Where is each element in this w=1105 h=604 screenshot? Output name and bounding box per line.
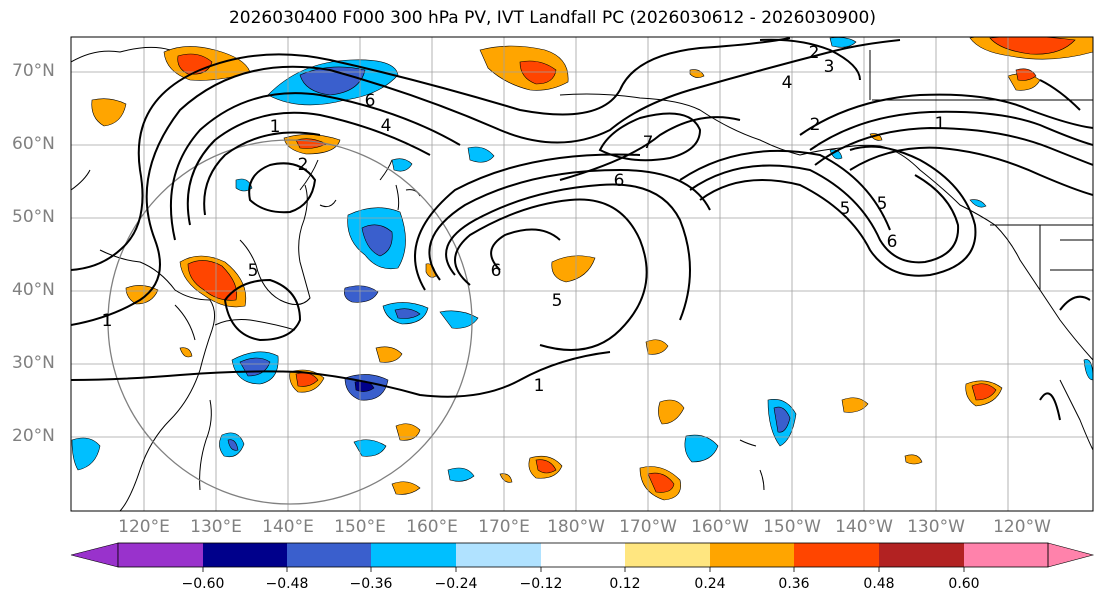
lon-label: 170°E: [478, 517, 530, 537]
contour-label: 2: [298, 155, 309, 175]
lon-label: 120°E: [118, 517, 170, 537]
contour-label: 1: [935, 114, 946, 134]
colorbar-box-3: [287, 543, 371, 567]
colorbar-box-11: [964, 543, 1048, 567]
colorbar-tick-label: 0.60: [948, 576, 980, 592]
ivt-contours: [71, 37, 1093, 421]
contour-label: 5: [552, 291, 563, 311]
range-circle: [107, 139, 473, 505]
contour-label: 7: [643, 133, 654, 153]
lon-label: 140°E: [262, 517, 314, 537]
contour-labels: 1 2 4 6 5 1 6 5 1 7 6 2 3 4 5 5 6 1 2: [102, 43, 946, 396]
colorbar-tick-label: −0.12: [519, 576, 563, 592]
contour-label: 1: [534, 376, 545, 396]
lat-label: 70°N: [12, 61, 55, 81]
lat-label: 30°N: [12, 353, 55, 373]
contour-label: 4: [381, 116, 392, 136]
lat-label: 40°N: [12, 280, 55, 300]
map-title: 2026030400 F000 300 hPa PV, IVT Landfall…: [228, 8, 876, 28]
contour-label: 5: [840, 199, 851, 219]
colorbar-box-1: [118, 543, 203, 567]
colorbar-box-9: [794, 543, 879, 567]
colorbar-tick-label: 0.24: [694, 576, 726, 592]
lat-label: 20°N: [12, 426, 55, 446]
colorbar-tick-label: −0.60: [181, 576, 225, 592]
lon-label: 160°W: [691, 517, 749, 537]
contour-label: 3: [824, 57, 835, 77]
lon-label: 150°E: [334, 517, 386, 537]
colorbar-tick-label: 0.36: [778, 576, 810, 592]
colorbar-extend-low: [70, 542, 119, 568]
lon-label: 130°W: [907, 517, 965, 537]
map-frame: [70, 36, 1094, 512]
colorbar-box-8: [710, 543, 794, 567]
colorbar-tick-label: 0.48: [863, 576, 895, 592]
contour-label: 2: [809, 43, 820, 63]
lat-label: 50°N: [12, 207, 55, 227]
contour-label: 4: [782, 73, 793, 93]
contour-label: 1: [270, 117, 281, 137]
contour-label: 6: [491, 261, 502, 281]
colorbar-tick-label: 0.12: [609, 576, 641, 592]
colorbar-box-4: [371, 543, 456, 567]
contour-label: 6: [614, 171, 625, 191]
colorbar-tick-label: −0.24: [434, 576, 478, 592]
lon-label: 120°W: [993, 517, 1051, 537]
lon-label: 150°W: [763, 517, 821, 537]
lon-label: 160°E: [406, 517, 458, 537]
colorbar-box-7: [625, 543, 710, 567]
lon-label: 180°W: [547, 517, 605, 537]
contour-label: 6: [365, 91, 376, 111]
lon-label: 140°W: [835, 517, 893, 537]
lon-label: 170°W: [619, 517, 677, 537]
contour-label: 5: [877, 194, 888, 214]
colorbar-tick-label: −0.48: [265, 576, 309, 592]
contour-label: 1: [102, 311, 113, 331]
colorbar: [70, 542, 1095, 572]
colorbar-box-6: [541, 543, 625, 567]
contour-label: 5: [248, 261, 259, 281]
lon-label: 130°E: [190, 517, 242, 537]
contour-label: 2: [810, 115, 821, 135]
map-panel: 1 2 4 6 5 1 6 5 1 7 6 2 3 4 5 5 6 1 2: [71, 37, 1093, 511]
colorbar-tick-label: −0.36: [349, 576, 393, 592]
lat-label: 60°N: [12, 134, 55, 154]
colorbar-box-2: [203, 543, 287, 567]
coastlines: [71, 46, 1093, 511]
colorbar-box-10: [879, 543, 964, 567]
colorbar-extend-high: [1047, 542, 1095, 568]
contour-label: 6: [887, 232, 898, 252]
colorbar-box-5: [456, 543, 541, 567]
